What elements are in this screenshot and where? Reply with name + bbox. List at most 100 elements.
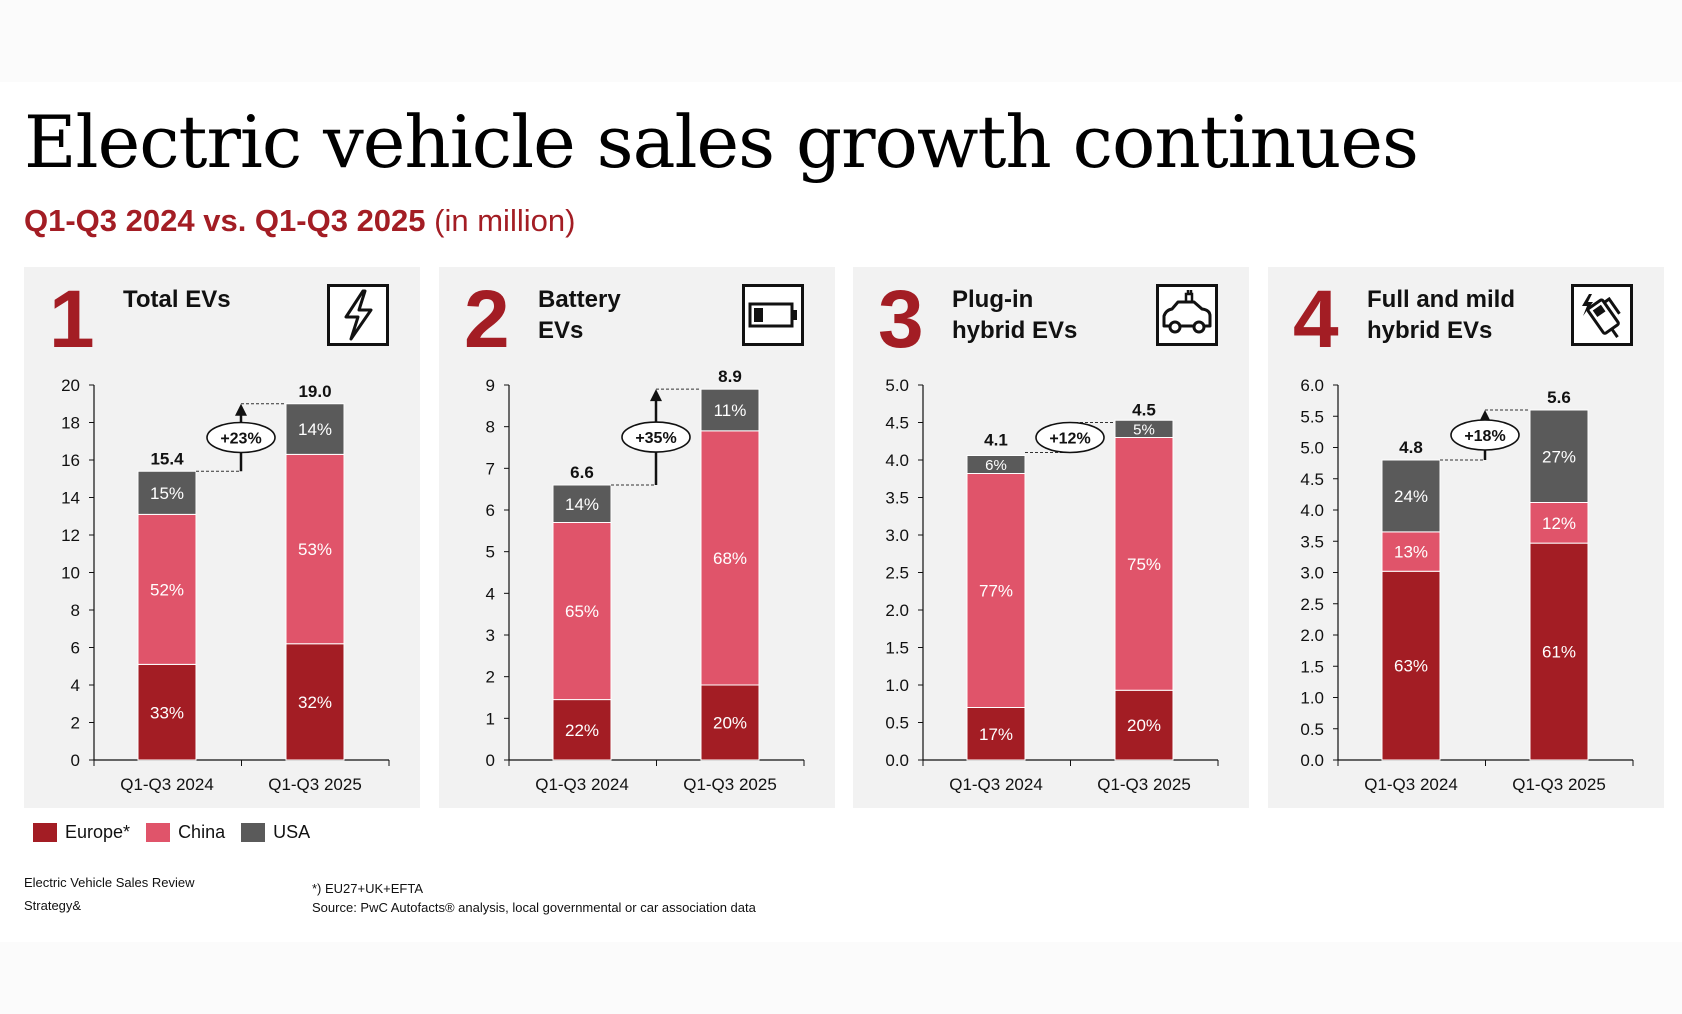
bar-total-label: 15.4 — [150, 449, 184, 468]
y-tick-label: 4.5 — [885, 414, 909, 433]
bar-segment-usa — [552, 484, 612, 523]
y-tick-label: 1.0 — [1300, 689, 1324, 708]
bar-segment-china — [1381, 531, 1441, 572]
growth-bubble — [206, 421, 276, 454]
growth-bubble — [1035, 421, 1105, 454]
y-tick-label: 0.0 — [1300, 751, 1324, 770]
panel-title: Battery EVs — [538, 284, 758, 346]
subtitle-unit: (in million) — [434, 203, 576, 238]
bar-segment-usa — [700, 388, 760, 432]
y-tick-label: 1.0 — [885, 676, 909, 695]
y-tick-label: 8 — [486, 418, 495, 437]
y-tick-label: 5.0 — [1300, 439, 1324, 458]
legend-item-china: China — [146, 822, 225, 843]
segment-share-label: 11% — [714, 401, 747, 420]
bar-segment-usa — [966, 455, 1026, 474]
bar-total-label: 6.6 — [570, 463, 594, 482]
y-tick-label: 6 — [486, 501, 495, 520]
segment-share-label: 20% — [713, 714, 747, 733]
y-tick-label: 0.5 — [1300, 720, 1324, 739]
bar-total-label: 4.5 — [1132, 401, 1156, 420]
growth-label: +18% — [1464, 428, 1505, 445]
stacked-bar-chart-plug-in-hybrid-evs: 0.0 0.5 1.0 1.5 2.0 2.5 3.0 3.5 4.0 4.5 5.0 17% 77% 6… — [885, 376, 1219, 794]
panel-title: Plug-in hybrid EVs — [952, 284, 1172, 346]
segment-share-label: 63% — [1394, 657, 1428, 676]
segment-share-label: 13% — [1394, 543, 1428, 562]
y-tick-label: 14 — [61, 489, 80, 508]
stacked-bar-chart-full-mild-hybrid-evs: 0.0 0.5 1.0 1.5 2.0 2.5 3.0 3.5 4.0 4.5 5.0 5.5 6.0 6… — [1300, 376, 1634, 794]
y-tick-label: 2.5 — [1300, 595, 1324, 614]
y-tick-label: 6 — [71, 639, 80, 658]
segment-share-label: 6% — [985, 457, 1007, 474]
x-category-label: Q1-Q3 2024 — [1364, 775, 1458, 794]
page-subtitle: Q1-Q3 2024 vs. Q1-Q3 2025 (in million) — [24, 203, 575, 239]
segment-share-label: 77% — [979, 582, 1013, 601]
growth-bubble — [1450, 419, 1520, 451]
segment-share-label: 14% — [565, 495, 599, 514]
y-tick-label: 0.0 — [885, 751, 909, 770]
panel-number: 2 — [464, 274, 510, 365]
segment-share-label: 22% — [565, 721, 599, 740]
y-tick-label: 4.5 — [1300, 470, 1324, 489]
segment-share-label: 12% — [1542, 514, 1576, 533]
bar-segment-europe — [285, 643, 345, 761]
y-tick-label: 20 — [61, 376, 80, 395]
bar-segment-china — [966, 473, 1026, 708]
legend-item-europe: Europe* — [33, 822, 130, 843]
legend-label: China — [178, 822, 226, 842]
segment-share-label: 68% — [713, 549, 747, 568]
plug-car-icon — [1156, 284, 1218, 346]
subtitle-period: Q1-Q3 2024 vs. Q1-Q3 2025 — [24, 203, 426, 238]
stacked-bar-chart-total-evs: 0 2 4 6 8 10 12 14 16 18 20 33% 52% 15% 15.4 Q1-Q3 2024… — [61, 376, 390, 794]
x-category-label: Q1-Q3 2025 — [683, 775, 777, 794]
bar-segment-china — [1529, 502, 1589, 544]
footer-report-name: Electric Vehicle Sales Review — [24, 875, 195, 890]
x-category-label: Q1-Q3 2024 — [120, 775, 214, 794]
growth-label: +35% — [635, 430, 676, 447]
y-tick-label: 0 — [71, 751, 80, 770]
y-tick-label: 6.0 — [1300, 376, 1324, 395]
bar-segment-usa — [137, 470, 197, 515]
segment-share-label: 24% — [1394, 487, 1428, 506]
y-tick-label: 7 — [486, 459, 495, 478]
footer-source-note: Source: PwC Autofacts® analysis, local g… — [312, 900, 756, 915]
legend-swatch — [241, 823, 266, 842]
panel-number: 4 — [1293, 274, 1339, 365]
bar-segment-china — [552, 522, 612, 701]
y-tick-label: 2.0 — [1300, 626, 1324, 645]
y-tick-label: 4.0 — [1300, 501, 1324, 520]
segment-share-label: 53% — [298, 540, 332, 559]
segment-share-label: 61% — [1542, 643, 1576, 662]
y-tick-label: 5.5 — [1300, 407, 1324, 426]
legend-swatch — [146, 823, 171, 842]
bar-total-label: 19.0 — [298, 382, 331, 401]
bar-segment-europe — [137, 663, 197, 761]
panel-title-line: hybrid EVs — [1367, 317, 1493, 344]
bar-total-label: 4.1 — [984, 431, 1008, 450]
bar-total-label: 5.6 — [1547, 388, 1571, 407]
growth-label: +12% — [1049, 431, 1090, 448]
panel-title-line: Plug-in — [952, 286, 1034, 313]
segment-share-label: 33% — [150, 703, 184, 722]
bar-segment-europe — [552, 699, 612, 761]
y-tick-label: 4 — [486, 584, 495, 603]
chart-panel-plug-in-hybrid-evs: 3 Plug-in hybrid EVs 0.0 0.5 1.0 1.5 2.0 2.5 3… — [853, 267, 1249, 808]
growth-bubble — [621, 421, 691, 453]
y-tick-label: 16 — [61, 451, 80, 470]
growth-arrow-head — [650, 389, 662, 402]
bar-segment-usa — [1529, 409, 1589, 503]
fuel-pump-icon — [1571, 284, 1633, 346]
legend-swatch — [33, 823, 57, 842]
y-tick-label: 18 — [61, 414, 80, 433]
y-tick-label: 3.5 — [885, 489, 909, 508]
y-tick-label: 10 — [61, 564, 80, 583]
legend-label: USA — [273, 822, 311, 842]
x-category-label: Q1-Q3 2024 — [949, 775, 1043, 794]
segment-share-label: 14% — [298, 420, 332, 439]
bar-total-label: 8.9 — [718, 367, 742, 386]
y-tick-label: 3.0 — [1300, 564, 1324, 583]
legend-item-usa: USA — [241, 822, 310, 843]
y-tick-label: 1.5 — [885, 639, 909, 658]
x-category-label: Q1-Q3 2024 — [535, 775, 629, 794]
bar-segment-usa — [285, 403, 345, 455]
